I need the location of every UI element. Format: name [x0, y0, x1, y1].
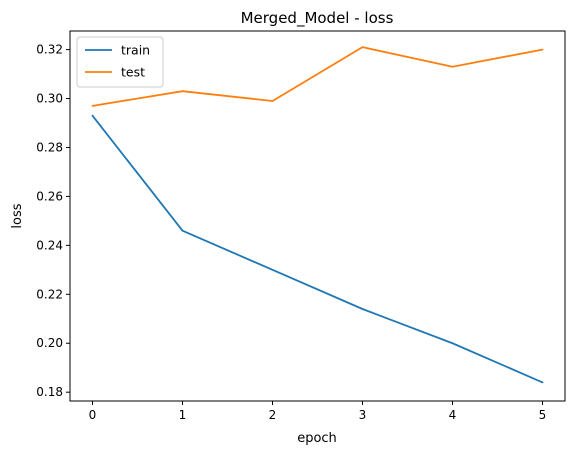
legend: train test [76, 36, 164, 88]
data-point-test [91, 104, 94, 107]
series-lines [91, 46, 544, 384]
data-point-train [91, 114, 94, 117]
x-axis-label: epoch [297, 431, 337, 446]
data-point-train [271, 268, 274, 271]
chart-title: Merged_Model - loss [241, 9, 394, 28]
data-point-train [541, 381, 544, 384]
x-tick-label: 4 [449, 408, 457, 422]
legend-label-train: train [121, 43, 150, 58]
y-tick-label: 0.30 [36, 92, 63, 106]
x-tick-label: 0 [89, 408, 97, 422]
y-tick-label: 0.18 [36, 385, 63, 399]
x-tick-label: 2 [269, 408, 277, 422]
y-tick-label: 0.20 [36, 336, 63, 350]
y-tick-label: 0.26 [36, 189, 63, 203]
y-tick-label: 0.28 [36, 140, 63, 154]
data-point-train [451, 342, 454, 345]
legend-label-test: test [121, 65, 145, 80]
plot-area [69, 30, 566, 402]
y-tick-label: 0.24 [36, 238, 63, 252]
x-tick-label: 5 [539, 408, 547, 422]
data-point-test [271, 100, 274, 102]
x-tick-label: 3 [359, 408, 367, 422]
x-tick-label: 1 [179, 408, 187, 422]
axis-ticks: 0 1 2 3 4 5 0.18 0.20 0.22 0.24 0.26 0.28 0.30 0.32 [36, 43, 546, 422]
y-tick-label: 0.22 [36, 287, 63, 301]
series-line-test [92, 46, 543, 107]
plot-frame [69, 30, 566, 402]
y-axis-label: loss [10, 203, 25, 228]
y-tick-label: 0.32 [36, 43, 63, 57]
data-point-test [541, 48, 544, 51]
data-point-train [181, 229, 184, 232]
data-point-test [181, 90, 184, 93]
series-line-train [91, 115, 543, 384]
data-point-train [361, 308, 364, 310]
data-point-test [361, 46, 364, 49]
data-point-test [451, 65, 454, 68]
